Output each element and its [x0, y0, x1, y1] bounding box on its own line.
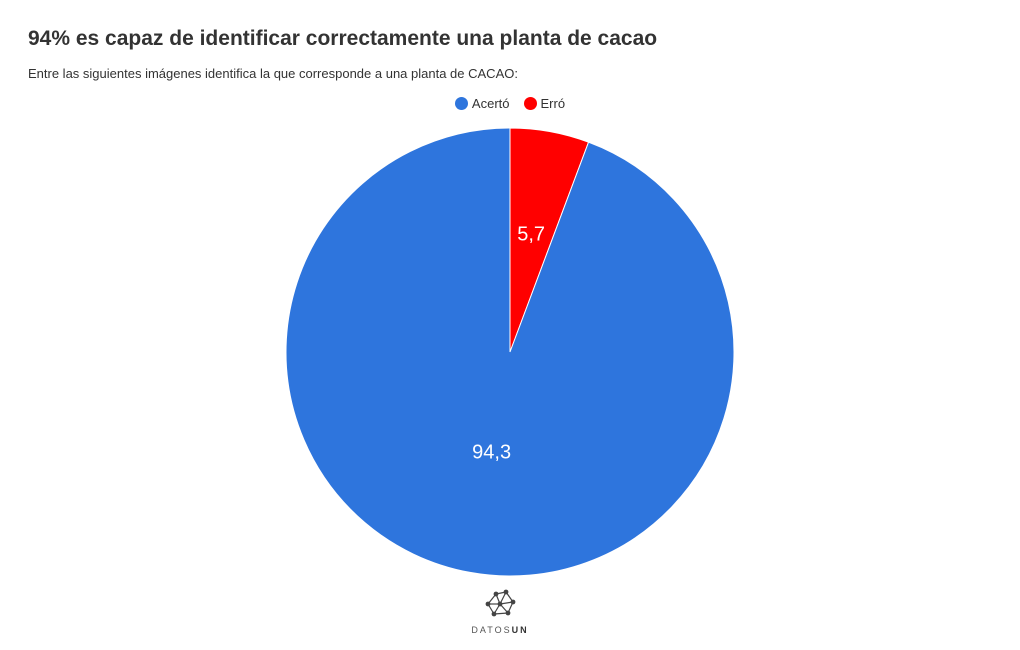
datosun-logo: DATOSUN [470, 586, 530, 635]
logo-text: DATOSUN [470, 625, 530, 635]
legend-swatch-erro [523, 97, 537, 110]
logo-text-light: DATOS [471, 625, 512, 635]
legend-label-erro: Erró [540, 96, 566, 111]
legend-item-acerto[interactable]: Acertó [454, 96, 510, 111]
chart-subtitle: Entre las siguientes imágenes identifica… [28, 66, 518, 81]
logo-text-bold: UN [511, 625, 529, 635]
slice-label-acerto: 94,3 [472, 442, 511, 464]
pie-slice-acerto[interactable] [285, 127, 735, 577]
slice-label-erro: 5,7 [517, 223, 545, 245]
legend-item-erro[interactable]: Erró [523, 96, 566, 111]
chart-legend: Acertó Erró [0, 96, 1020, 111]
legend-swatch-acerto [454, 97, 468, 110]
network-nodes-icon [485, 589, 516, 617]
chart-title: 94% es capaz de identificar correctament… [28, 27, 658, 50]
legend-label-acerto: Acertó [471, 96, 510, 111]
